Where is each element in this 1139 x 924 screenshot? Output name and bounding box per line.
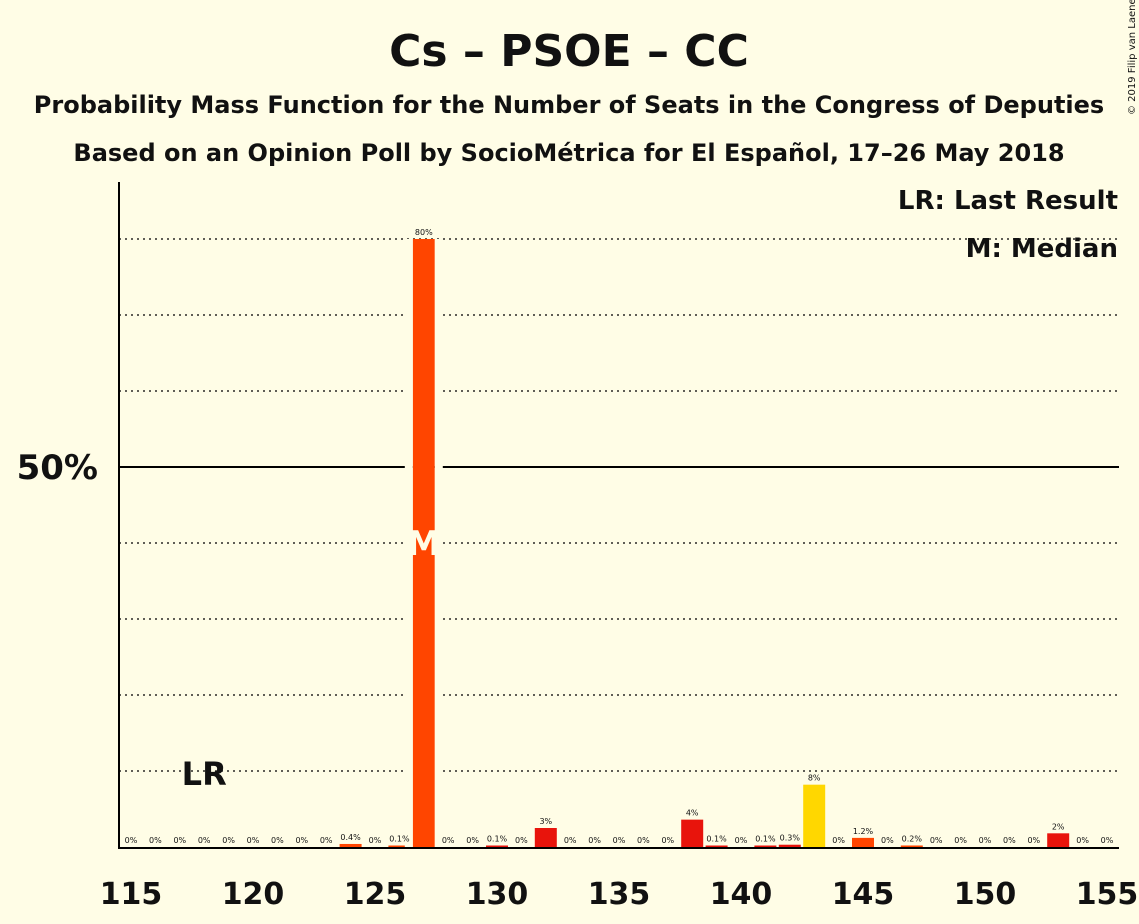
bar-seat-141 (754, 845, 777, 847)
data-label-seat-136: 0% (637, 836, 650, 845)
x-tick-label-140: 140 (710, 877, 773, 912)
x-axis-ticks: 115 120 125 130 135 140 145 150 155 (100, 877, 1139, 912)
bar-seat-147 (900, 845, 923, 847)
data-label-seat-140: 0% (735, 836, 748, 845)
data-label-seat-135: 0% (613, 836, 626, 845)
data-label-seat-127: 80% (415, 228, 433, 237)
data-label-seat-118: 0% (198, 836, 211, 845)
data-label-seat-139: 0.1% (706, 835, 727, 844)
markers: M LR (182, 524, 441, 793)
bar-seat-139 (705, 845, 728, 847)
x-tick-label-135: 135 (588, 877, 651, 912)
data-labels: 0% 0% 0% 0% 0% 0% 0% 0% 0% 0.4% 0% 0.1% 80% 0% 0% 0.1% 0… (125, 228, 1114, 845)
legend-last-result: LR: Last Result (898, 186, 1118, 216)
data-label-seat-138: 4% (686, 809, 699, 818)
data-label-seat-130: 0.1% (487, 835, 508, 844)
data-label-seat-133: 0% (564, 836, 577, 845)
last-result-marker: LR (182, 755, 227, 793)
data-label-seat-141: 0.1% (755, 835, 776, 844)
x-tick-label-130: 130 (466, 877, 529, 912)
bars (339, 239, 1070, 847)
data-label-seat-147: 0.2% (902, 834, 923, 843)
x-tick-label-145: 145 (832, 877, 895, 912)
x-tick-label-150: 150 (954, 877, 1017, 912)
chart-subtitle: Probability Mass Function for the Number… (34, 91, 1104, 119)
bar-seat-127 (412, 239, 435, 847)
data-label-seat-124: 0.4% (340, 833, 361, 842)
x-tick-label-125: 125 (344, 877, 407, 912)
median-marker: M (407, 524, 441, 564)
data-label-seat-134: 0% (588, 836, 601, 845)
bar-seat-126 (388, 845, 411, 847)
data-label-seat-126: 0.1% (389, 835, 410, 844)
data-label-seat-116: 0% (149, 836, 162, 845)
copyright-text: © 2019 Filip van Laenen (1127, 0, 1138, 115)
data-label-seat-145: 1.2% (853, 827, 874, 836)
bar-seat-143 (803, 784, 826, 847)
data-label-seat-122: 0% (295, 836, 308, 845)
data-label-seat-153: 2% (1052, 822, 1065, 831)
bar-seat-142 (778, 844, 801, 847)
data-label-seat-154: 0% (1076, 836, 1089, 845)
x-tick-label-120: 120 (222, 877, 285, 912)
bar-seat-132 (534, 828, 557, 847)
data-label-seat-142: 0.3% (780, 834, 801, 843)
data-label-seat-131: 0% (515, 836, 528, 845)
data-label-seat-149: 0% (954, 836, 967, 845)
data-label-seat-129: 0% (466, 836, 479, 845)
bar-seat-130 (486, 845, 508, 847)
data-label-seat-152: 0% (1027, 836, 1040, 845)
data-label-seat-143: 8% (808, 774, 821, 783)
data-label-seat-150: 0% (979, 836, 992, 845)
x-tick-label-115: 115 (100, 877, 163, 912)
data-label-seat-144: 0% (832, 836, 845, 845)
data-label-seat-137: 0% (661, 836, 674, 845)
chart-subtitle-poll: Based on an Opinion Poll by SocioMétrica… (73, 139, 1064, 167)
data-label-seat-119: 0% (222, 836, 235, 845)
y-tick-label-50: 50% (17, 448, 98, 488)
chart-title: Cs – PSOE – CC (389, 26, 749, 77)
bar-seat-145 (852, 837, 874, 847)
bar-seat-153 (1047, 833, 1070, 847)
data-label-seat-115: 0% (125, 836, 138, 845)
bar-gap-seat-127 (404, 239, 413, 847)
x-tick-label-155: 155 (1076, 877, 1139, 912)
data-label-seat-128: 0% (442, 836, 455, 845)
data-label-seat-155: 0% (1101, 836, 1114, 845)
gridlines: 50% (17, 238, 1119, 772)
data-label-seat-121: 0% (271, 836, 284, 845)
data-label-seat-125: 0% (369, 836, 382, 845)
bar-gap-right-seat-127 (434, 239, 443, 847)
bar-seat-124 (339, 843, 362, 847)
data-label-seat-132: 3% (539, 817, 552, 826)
data-label-seat-123: 0% (320, 836, 333, 845)
data-label-seat-151: 0% (1003, 836, 1016, 845)
data-label-seat-148: 0% (930, 836, 943, 845)
data-label-seat-146: 0% (881, 836, 894, 845)
bar-seat-138 (681, 819, 704, 847)
legend-median: M: Median (966, 234, 1118, 264)
data-label-seat-120: 0% (247, 836, 260, 845)
data-label-seat-117: 0% (173, 836, 186, 845)
